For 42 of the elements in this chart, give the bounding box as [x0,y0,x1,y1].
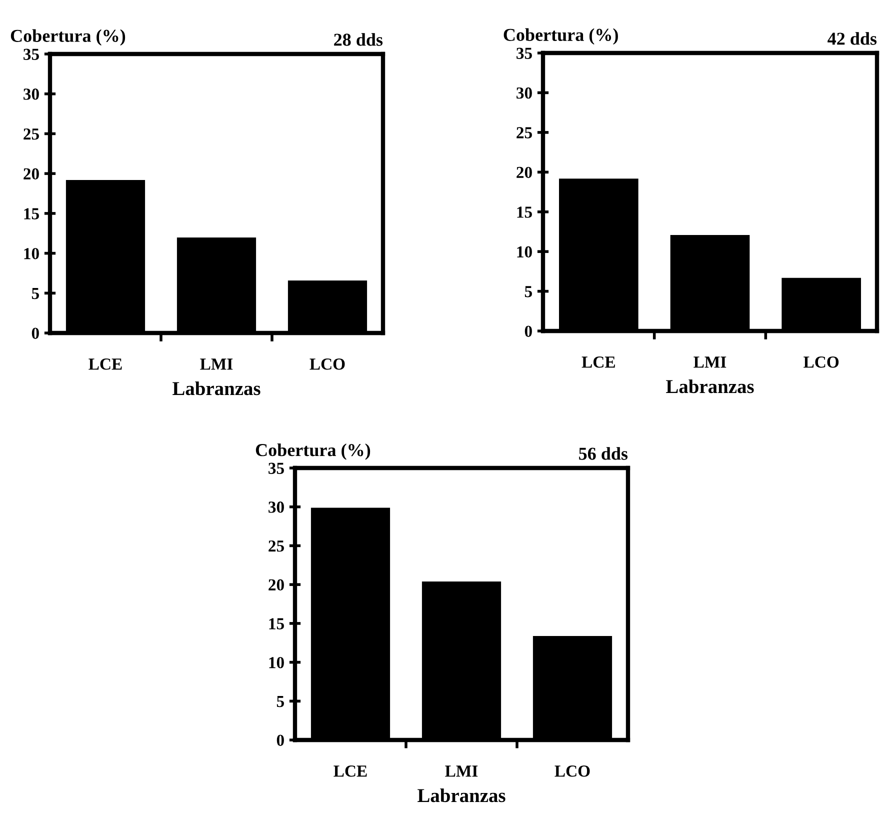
x-tick-label: LCO [310,358,345,370]
x-tick-label: LCE [88,358,122,370]
y-tick-label: 30 [268,502,284,513]
y-tick-label: 5 [32,288,39,300]
y-tick-label: 20 [268,579,284,591]
chart-title: 56 dds [579,447,628,460]
y-tick-label: 20 [516,166,532,178]
chart-title: 42 dds [828,32,877,45]
y-tick-label: 15 [269,618,284,630]
y-tick-label: 0 [32,328,39,339]
y-tick-label: 5 [524,286,532,298]
y-tick-label: 5 [276,696,284,708]
x-tick-label: LCO [554,766,590,777]
y-tick-label: 30 [24,88,39,100]
x-tick-label: LMI [694,356,726,368]
y-tick-label: 35 [268,462,284,474]
x-tick-label: LMI [200,358,233,370]
x-axis-title: Labranzas [172,381,260,396]
x-tick-label: LCE [334,766,367,777]
y-tick-label: 0 [524,326,532,337]
y-tick-label: 10 [517,246,532,258]
y-tick-label: 25 [268,540,284,552]
y-tick-label: 10 [269,656,284,668]
chart-title: 28 dds [334,33,383,46]
x-tick-label: LCO [804,356,839,368]
y-tick-label: 15 [517,206,532,218]
x-tick-label: LMI [445,766,478,777]
y-tick-label: 25 [516,127,532,138]
x-tick-label: LCE [582,356,615,368]
x-axis-title: Labranzas [418,788,506,802]
y-tick-label: 20 [24,168,39,180]
y-tick-label: 10 [24,248,39,260]
y-tick-label: 25 [24,128,39,140]
y-tick-label: 0 [276,734,284,746]
y-axis-title: Cobertura (%) [504,28,618,45]
y-tick-label: 35 [24,48,39,60]
x-axis-title: Labranzas [666,379,754,394]
y-axis-title: Cobertura (%) [256,443,370,460]
y-tick-label: 15 [24,208,39,220]
y-axis-title: Cobertura (%) [10,29,126,46]
y-tick-label: 30 [516,87,532,99]
y-tick-label: 35 [516,48,532,59]
